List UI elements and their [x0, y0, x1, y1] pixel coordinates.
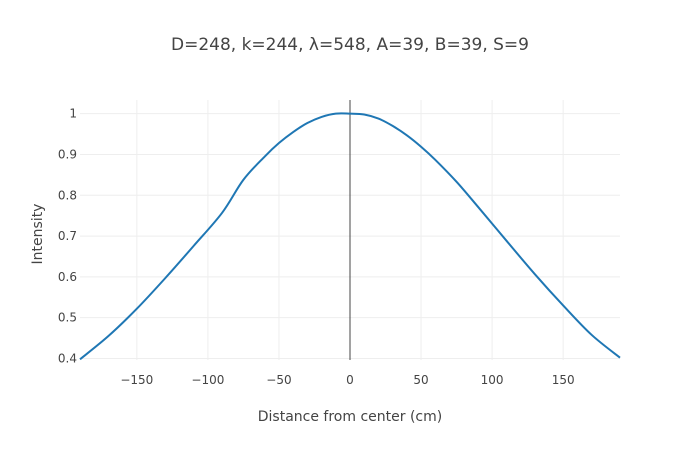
y-tick-label: 0.5: [58, 311, 77, 325]
tick-layer: −150 −100 −50 0 50 100 150 0.4 0.5 0.6 0.7 0.8 0.9 1: [58, 107, 575, 387]
x-axis-label: Distance from center (cm): [258, 409, 442, 425]
y-tick-label: 0.9: [58, 147, 77, 161]
y-tick-label: 1: [69, 107, 77, 121]
x-tick-label: 50: [413, 373, 428, 387]
y-tick-label: 0.8: [58, 188, 77, 202]
x-tick-label: 0: [346, 373, 354, 387]
chart-title: D=248, k=244, λ=548, A=39, B=39, S=9: [171, 35, 529, 55]
x-tick-label: −100: [191, 373, 224, 387]
x-tick-label: 100: [481, 373, 504, 387]
y-tick-label: 0.6: [58, 270, 77, 284]
x-tick-label: 150: [552, 373, 575, 387]
x-tick-label: −150: [120, 373, 153, 387]
y-axis-label: Intensity: [30, 204, 46, 265]
y-tick-label: 0.7: [58, 229, 77, 243]
y-tick-label: 0.4: [58, 351, 77, 365]
x-tick-label: −50: [266, 373, 291, 387]
